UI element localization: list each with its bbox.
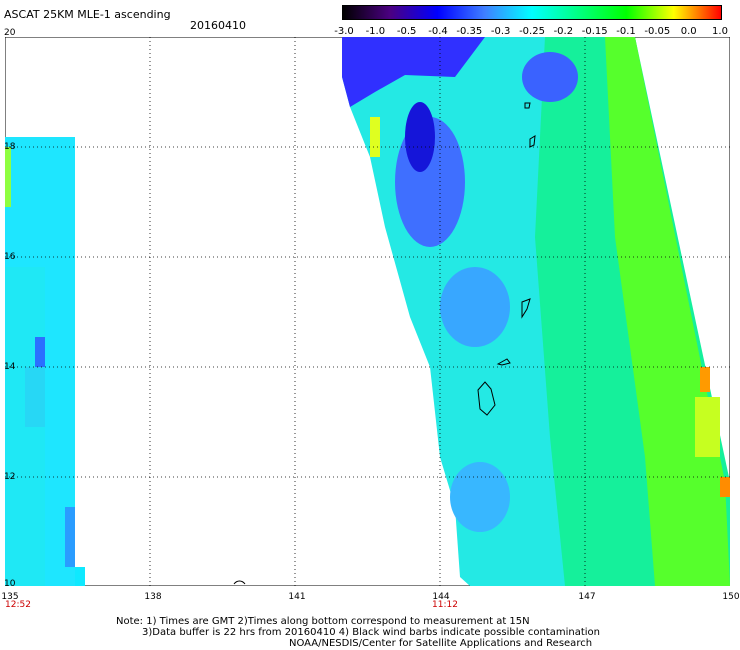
island-outlines: [233, 102, 536, 585]
map-plot: [5, 37, 730, 586]
colorbar-label: -0.2: [553, 26, 574, 37]
colorbar: [342, 5, 722, 20]
colorbar-label: -0.35: [456, 26, 483, 37]
colorbar-label: -0.5: [396, 26, 417, 37]
note-line-2: 3)Data buffer is 22 hrs from 20160410 4)…: [142, 627, 600, 638]
colorbar-label: -1.0: [365, 26, 386, 37]
y-tick-label: 14: [4, 362, 16, 372]
colorbar-label: -0.1: [616, 26, 636, 37]
y-tick-label: 20: [4, 28, 16, 38]
map-date: 20160410: [190, 19, 246, 32]
colorbar-label: -0.15: [581, 26, 608, 37]
y-tick-label: 18: [4, 142, 16, 152]
west-swath: [5, 137, 85, 586]
y-tick-label: 16: [4, 252, 16, 262]
note-line-3: NOAA/NESDIS/Center for Satellite Applica…: [289, 638, 593, 649]
x-tick-label: 141: [288, 592, 306, 602]
colorbar-label: -0.05: [644, 26, 671, 37]
colorbar-label: 0.0: [680, 26, 697, 37]
time-label-west: 12:52: [5, 600, 31, 610]
y-tick-label: 12: [4, 472, 16, 482]
colorbar-label: -0.25: [519, 26, 545, 37]
time-label-east: 11:12: [432, 600, 458, 610]
colorbar-label: -3.0: [334, 26, 354, 37]
note-line-1: Note: 1) Times are GMT 2)Times along bot…: [116, 616, 530, 627]
grid-lines: [5, 37, 730, 586]
x-tick-label: 135: [1, 592, 19, 602]
east-swath: [342, 37, 730, 586]
colorbar-label: -0.3: [490, 26, 511, 37]
colorbar-label: 1.0: [712, 26, 728, 37]
y-tick-label: 10: [4, 579, 16, 589]
x-tick-label: 150: [722, 592, 740, 602]
map-title: ASCAT 25KM MLE-1 ascending: [4, 8, 171, 21]
x-tick-label: 147: [578, 592, 596, 602]
x-tick-label: 138: [144, 592, 162, 602]
x-tick-label: 144: [432, 592, 450, 602]
colorbar-label: -0.4: [428, 26, 448, 37]
